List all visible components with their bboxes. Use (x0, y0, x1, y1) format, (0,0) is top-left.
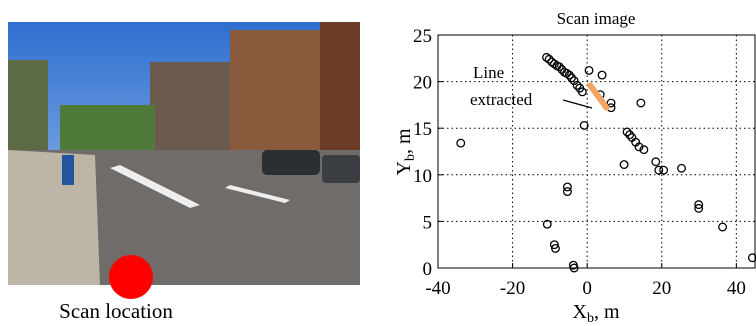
x-tick-label: 40 (727, 278, 746, 299)
scan-point (457, 139, 465, 147)
x-tick-label: 0 (582, 278, 592, 299)
scan-point (652, 158, 660, 166)
scan-point (719, 223, 727, 231)
figure: Scan location Scan image Line extracted … (0, 0, 756, 326)
y-tick-label: 10 (413, 166, 432, 187)
y-tick-label: 0 (423, 259, 433, 280)
x-tick-label: -40 (425, 278, 450, 299)
x-tick-label: -20 (500, 278, 525, 299)
y-tick-label: 5 (423, 212, 433, 233)
scan-point (585, 67, 593, 75)
scan-point (598, 71, 606, 79)
scan-point (637, 99, 645, 107)
scan-point (620, 161, 628, 169)
scan-point (564, 188, 572, 196)
x-tick-label: 20 (652, 278, 671, 299)
y-tick-label: 25 (413, 26, 432, 47)
scan-point (660, 166, 668, 174)
photo-caption: Scan location (59, 299, 173, 323)
scan-point (678, 164, 686, 172)
annotation: extracted (470, 90, 533, 109)
annotation: Line (473, 63, 504, 82)
y-tick-label: 15 (413, 119, 432, 140)
y-tick-label: 20 (413, 73, 432, 94)
street-photo (8, 22, 360, 299)
chart-title: Scan image (557, 9, 636, 28)
x-axis-label: Xb, m (572, 301, 619, 326)
